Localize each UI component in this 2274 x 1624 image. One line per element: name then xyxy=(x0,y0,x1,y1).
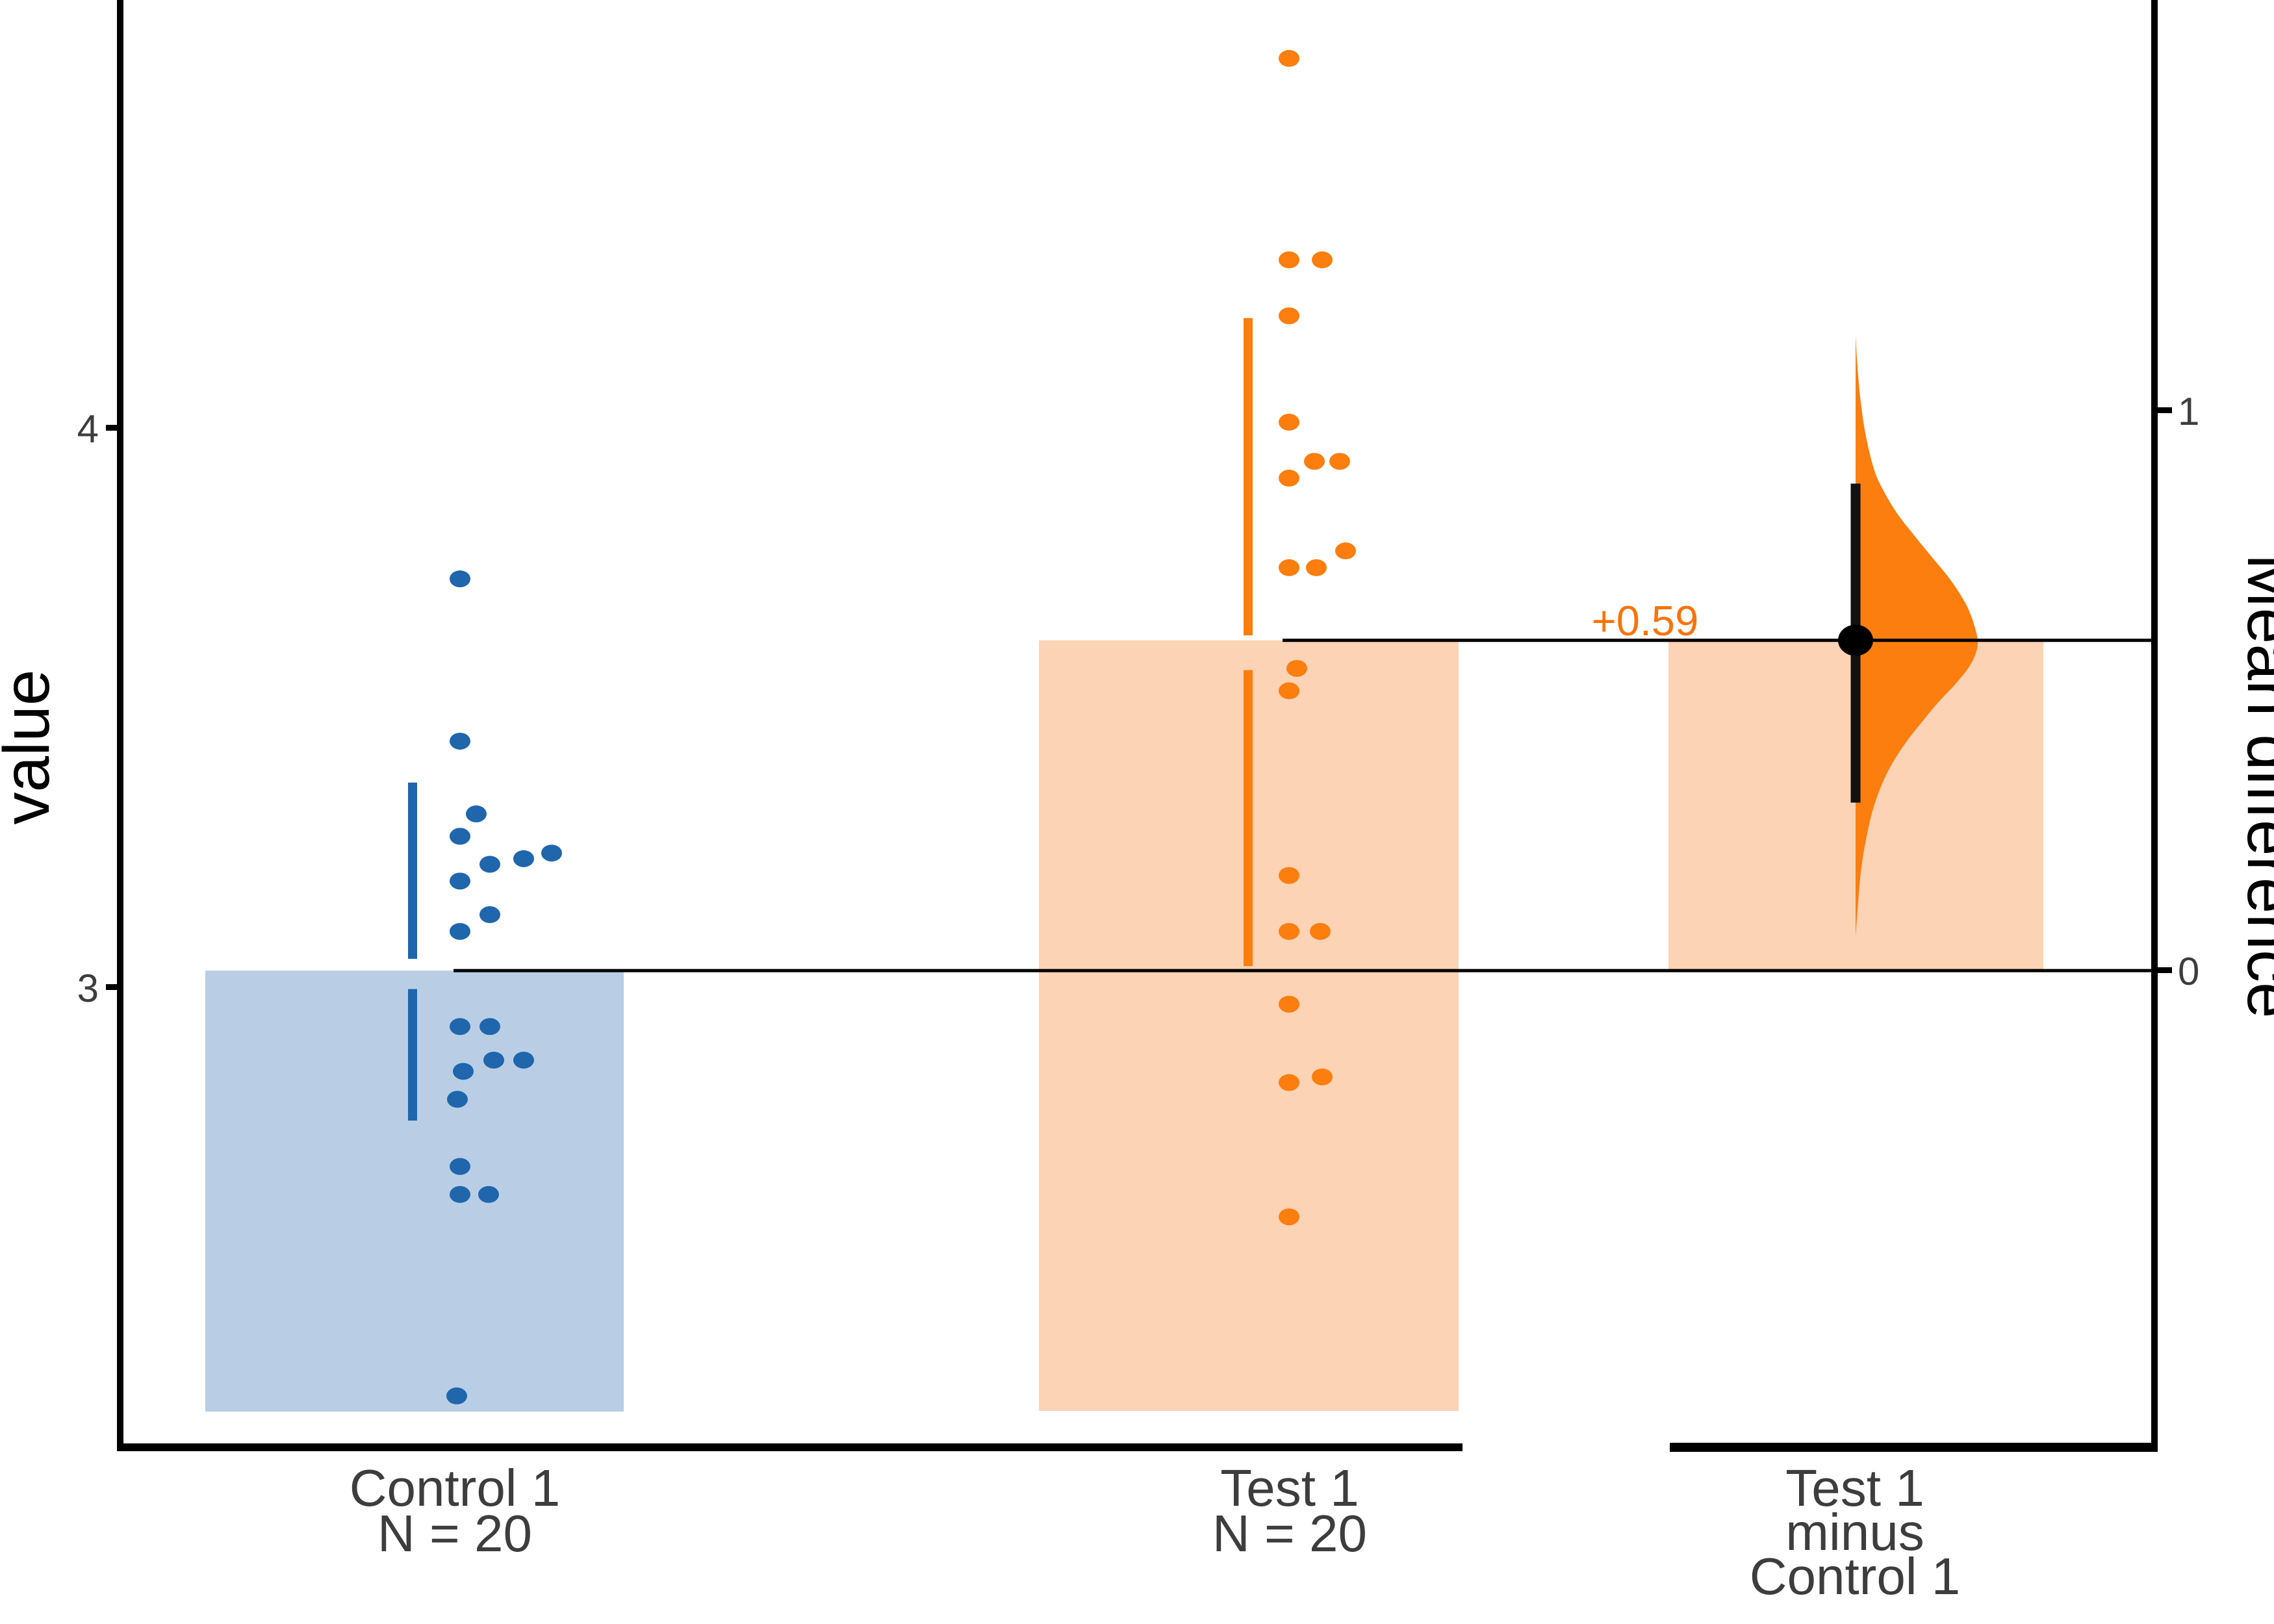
group-label-test: Test 1 xyxy=(1220,1459,1359,1517)
control-swarm-dot xyxy=(450,828,470,845)
control-swarm-dot xyxy=(541,844,562,862)
control-swarm-dot xyxy=(450,1158,470,1175)
test-swarm-dot xyxy=(1306,559,1327,576)
test-swarm-dot xyxy=(1279,1208,1299,1226)
test-swarm-dot xyxy=(1279,559,1299,576)
effect-size-annotation: +0.59 xyxy=(1592,597,1698,644)
control-swarm-dot xyxy=(483,1051,504,1069)
control-swarm-dot xyxy=(450,732,470,750)
control-swarm-dot xyxy=(450,570,470,588)
control-swarm-dot xyxy=(450,1018,470,1035)
test-swarm-dot xyxy=(1279,682,1299,700)
test-swarm-dot xyxy=(1279,922,1299,940)
test-swarm-dot xyxy=(1279,307,1299,325)
effect-size-line xyxy=(1283,639,2154,642)
right-axis-title: Mean difference xyxy=(2234,553,2274,1018)
difference-x-axis-line xyxy=(1670,1443,2158,1452)
text-layer: 4 3 1 0 value Mean difference Control 1 … xyxy=(0,390,2274,1605)
left-axis-tick-label-3: 3 xyxy=(77,967,99,1010)
control-swarm-dot xyxy=(478,1186,499,1203)
group-sublabel-control-n: N = 20 xyxy=(377,1504,532,1562)
test-swarm-dot xyxy=(1279,995,1299,1013)
test-swarm-dot xyxy=(1286,659,1307,677)
right-axis-tick-label-0: 0 xyxy=(2178,950,2199,993)
main-x-axis-line xyxy=(117,1443,1463,1451)
control-sd-line-upper xyxy=(408,782,417,959)
left-y-axis-spine xyxy=(117,0,123,1451)
effect-size-dot xyxy=(1838,624,1873,656)
control-swarm-dot xyxy=(453,1063,474,1080)
control-swarm-dot xyxy=(447,1091,468,1108)
difference-label-line3: Control 1 xyxy=(1750,1547,1961,1605)
test-swarm-dot xyxy=(1279,413,1299,431)
control-swarm-dot xyxy=(479,1018,500,1035)
control-swarm-dot xyxy=(479,906,500,924)
test-swarm-dot xyxy=(1279,251,1299,269)
control-swarm-dot xyxy=(446,1387,467,1404)
control-swarm-dot xyxy=(450,1186,470,1203)
test-swarm-dot xyxy=(1329,453,1350,470)
difference-label-line2: minus xyxy=(1785,1503,1924,1561)
test-swarm-dot xyxy=(1304,453,1325,470)
test-swarm-dot xyxy=(1279,49,1299,67)
chart-geometry-layer xyxy=(205,49,2154,1412)
difference-label-line1: Test 1 xyxy=(1785,1459,1924,1517)
left-axis-title: value xyxy=(0,669,63,824)
control-sd-line-lower xyxy=(408,989,417,1121)
left-tick-4 xyxy=(106,425,120,431)
control-swarm-dot xyxy=(466,805,487,822)
bootstrap-violin xyxy=(1856,335,1978,937)
left-tick-3 xyxy=(106,984,120,990)
right-tick-0 xyxy=(2158,967,2172,973)
control-swarm-dot xyxy=(513,850,534,867)
control-swarm-dot xyxy=(479,856,500,873)
test-sd-line-lower xyxy=(1244,670,1253,967)
test-swarm-dot xyxy=(1312,251,1333,269)
axes-layer xyxy=(106,0,2172,1452)
group-label-control: Control 1 xyxy=(350,1459,561,1517)
right-tick-1 xyxy=(2158,407,2172,413)
group-sublabel-test-n: N = 20 xyxy=(1212,1504,1367,1562)
test-swarm-dot xyxy=(1279,470,1299,487)
zero-difference-line xyxy=(454,969,2154,972)
control-swarm-dot xyxy=(513,1051,534,1069)
right-y-axis-spine xyxy=(2151,0,2158,1451)
left-axis-tick-label-4: 4 xyxy=(77,407,99,451)
test-swarm-dot xyxy=(1310,922,1331,940)
control-swarm-dot xyxy=(450,922,470,940)
control-swarm-dot xyxy=(450,872,470,890)
test-swarm-dot xyxy=(1279,867,1299,884)
test-sd-line-upper xyxy=(1244,318,1253,636)
right-axis-tick-label-1: 1 xyxy=(2178,390,2199,433)
test-swarm-dot xyxy=(1279,1074,1299,1091)
test-swarm-dot xyxy=(1312,1068,1333,1085)
test-swarm-dot xyxy=(1335,542,1356,560)
